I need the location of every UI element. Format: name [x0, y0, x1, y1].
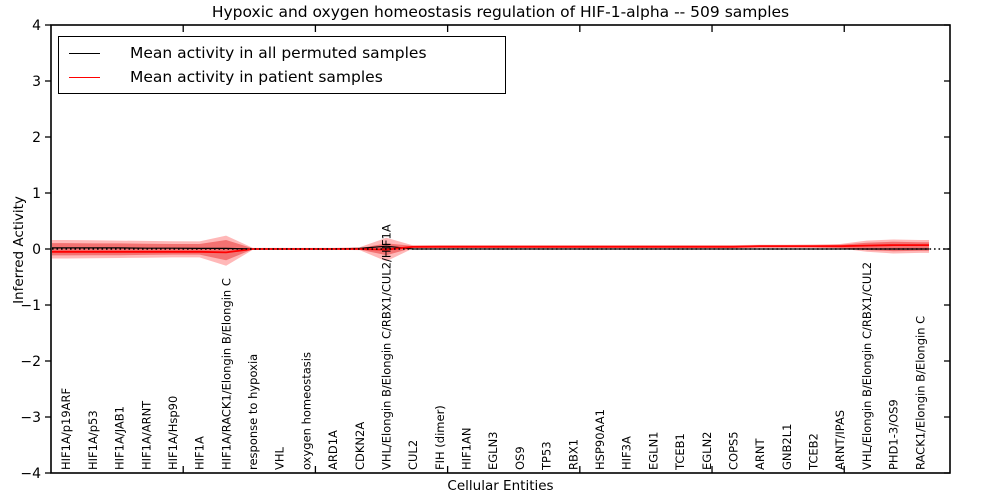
- x-category-label: HIF1A/ARNT: [139, 400, 153, 470]
- x-category-label: HSP90AA1: [593, 409, 607, 470]
- x-category-label: CUL2: [406, 440, 420, 470]
- x-category-label: TCEB2: [807, 433, 821, 471]
- x-category-label: COPS5: [726, 431, 740, 470]
- x-category-label: VHL: [273, 446, 287, 470]
- y-tick-label: 0: [32, 242, 41, 258]
- legend: Mean activity in all permuted samples Me…: [58, 36, 506, 94]
- y-tick-label: −2: [20, 354, 41, 370]
- x-category-label: HIF1A/p19ARF: [59, 388, 73, 470]
- x-category-label: HIF1A/Hsp90: [166, 396, 180, 470]
- x-category-label: RBX1: [566, 439, 580, 470]
- x-category-label: VHL/Elongin B/Elongin C/RBX1/CUL2: [860, 262, 874, 470]
- x-category-label: HIF1A/RACK1/Elongin B/Elongin C: [219, 278, 233, 470]
- legend-label-permuted: Mean activity in all permuted samples: [130, 44, 427, 62]
- x-category-label: VHL/Elongin B/Elongin C/RBX1/CUL2/HIF1A: [379, 224, 393, 470]
- legend-row-permuted: Mean activity in all permuted samples: [69, 41, 505, 65]
- x-category-label: PHD1-3/OS9: [887, 399, 901, 470]
- x-category-label: RACK1/Elongin B/Elongin C: [913, 316, 927, 470]
- chart-title: Hypoxic and oxygen homeostasis regulatio…: [211, 3, 790, 21]
- x-category-label: CDKN2A: [353, 422, 367, 470]
- patient-activity-band-inner: [52, 240, 929, 261]
- x-category-label: HIF1A: [193, 436, 207, 470]
- patient-activity-band-outer: [52, 235, 929, 266]
- y-tick-label: −3: [20, 410, 41, 426]
- x-category-label: EGLN1: [646, 431, 660, 470]
- permuted-line-swatch: [69, 52, 100, 54]
- x-category-label: ARNT/IPAS: [833, 410, 847, 470]
- y-tick-label: −4: [20, 466, 41, 482]
- y-tick-label: 2: [32, 130, 41, 146]
- patient-line-swatch: [69, 76, 100, 78]
- x-category-label: ARNT: [753, 438, 767, 470]
- x-category-label: response to hypoxia: [246, 354, 260, 470]
- x-category-label: HIF1A/p53: [86, 410, 100, 470]
- x-category-label: HIF3A: [620, 436, 634, 470]
- y-tick-label: 3: [32, 74, 41, 90]
- y-tick-label: 1: [32, 186, 41, 202]
- y-axis-label: Inferred Activity: [11, 196, 27, 304]
- x-category-label: ARD1A: [326, 430, 340, 470]
- x-category-label: oxygen homeostasis: [299, 352, 313, 470]
- x-category-label: FIH (dimer): [433, 405, 447, 470]
- x-axis-label: Cellular Entities: [447, 478, 554, 494]
- y-tick-label: −1: [20, 298, 41, 314]
- x-category-label: HIF1A/JAB1: [113, 406, 127, 470]
- legend-row-patient: Mean activity in patient samples: [69, 65, 505, 89]
- x-category-label: EGLN3: [486, 431, 500, 470]
- patient-mean-line: [52, 244, 929, 254]
- y-tick-label: 4: [32, 18, 41, 34]
- legend-label-patient: Mean activity in patient samples: [130, 68, 383, 86]
- x-category-label: OS9: [513, 446, 527, 470]
- x-category-label: GNB2L1: [780, 424, 794, 470]
- x-category-label: EGLN2: [700, 431, 714, 470]
- x-category-label: TCEB1: [673, 433, 687, 471]
- x-category-label: TP53: [540, 441, 554, 471]
- x-category-label: HIF1AN: [460, 428, 474, 470]
